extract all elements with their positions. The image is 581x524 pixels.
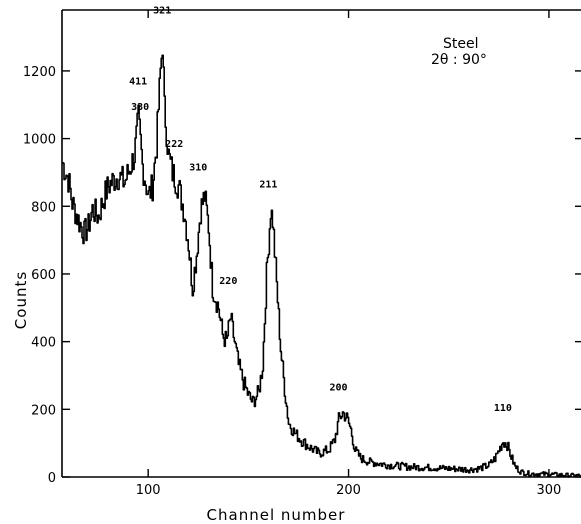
y-tick-label: 1200 [23,65,56,80]
x-axis: 100 200 300 [136,10,562,498]
peak-label: 211 [259,180,277,191]
series-line [62,54,581,478]
y-tick-label: 0 [48,471,56,486]
y-tick-label: 800 [31,200,56,215]
y-tick-label: 600 [31,268,56,283]
x-tick-label: 100 [136,483,161,498]
peak-label: 200 [330,383,348,394]
peak-labels: 321 411 330 222 310 220 211 200 110 [129,5,512,414]
peak-label: 310 [189,163,207,174]
peak-label: 330 [131,102,149,113]
y-axis: 0 200 400 600 800 1000 1200 [23,65,581,486]
peak-label: 220 [219,276,237,287]
y-tick-label: 1000 [23,133,56,148]
y-tick-label: 200 [31,403,56,418]
annotation-line2: 2θ : 90° [431,52,487,68]
y-tick-label: 400 [31,336,56,351]
peak-label: 222 [165,139,183,150]
annotation-line1: Steel [443,36,479,52]
y-axis-title: Counts [12,271,30,329]
peak-label: 110 [494,403,512,414]
x-axis-title: Channel number [207,506,346,524]
x-tick-label: 300 [537,483,562,498]
x-tick-label: 200 [336,483,361,498]
peak-label: 321 [153,5,171,16]
peak-label: 411 [129,76,147,87]
